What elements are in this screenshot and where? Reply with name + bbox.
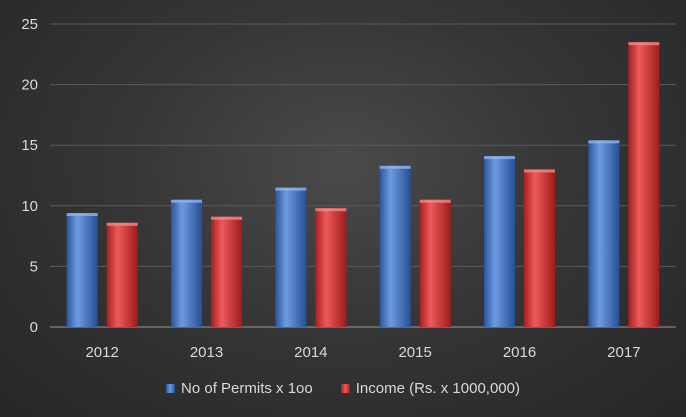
y-tick-label: 0 <box>30 319 38 336</box>
y-tick-label: 25 <box>21 16 38 33</box>
x-tick-label: 2012 <box>85 344 118 361</box>
y-axis-ticks: 0 5 10 15 20 25 <box>21 16 38 336</box>
bar-top-edge <box>524 169 555 173</box>
legend-swatch-permits <box>166 384 176 393</box>
bar-income-2014 <box>315 208 347 327</box>
bar-income-2015 <box>419 199 451 327</box>
legend-label-permits: No of Permits x 1oo <box>181 380 313 397</box>
x-tick-label: 2017 <box>607 344 640 361</box>
bar-top-edge <box>379 165 411 169</box>
y-tick-label: 5 <box>30 258 38 275</box>
gridlines <box>50 23 676 328</box>
x-tick-label: 2016 <box>503 344 536 361</box>
legend-swatch-income <box>340 384 350 393</box>
bar-permits-2016 <box>484 156 515 327</box>
bar-top-edge <box>211 216 242 220</box>
bar-top-edge <box>588 140 620 144</box>
legend: No of Permits x 1oo Income (Rs. x 1000,0… <box>0 380 686 397</box>
y-tick-label: 10 <box>21 198 38 215</box>
bar-permits-2014 <box>275 187 307 327</box>
bar-permits-2012 <box>66 213 98 327</box>
bar-permits-2013 <box>171 199 202 327</box>
x-axis-ticks: 2012 2013 2014 2015 2016 2017 <box>85 344 640 361</box>
bar-income-2016 <box>524 169 555 327</box>
bar-top-edge <box>66 213 98 217</box>
bar-top-edge <box>275 187 307 191</box>
y-tick-label: 20 <box>21 77 38 94</box>
bar-permits-2015 <box>379 165 411 327</box>
bar-top-edge <box>484 156 515 160</box>
x-tick-label: 2015 <box>398 344 431 361</box>
bar-top-edge <box>106 222 138 226</box>
bars <box>66 42 660 328</box>
bar-income-2017 <box>628 42 660 328</box>
bar-top-edge <box>315 208 347 212</box>
bar-top-edge <box>419 199 451 203</box>
bar-top-edge <box>171 199 202 203</box>
legend-item-income: Income (Rs. x 1000,000) <box>340 380 520 397</box>
bar-income-2013 <box>211 216 242 327</box>
x-tick-label: 2014 <box>294 344 327 361</box>
legend-label-income: Income (Rs. x 1000,000) <box>355 380 520 397</box>
x-tick-label: 2013 <box>190 344 223 361</box>
y-tick-label: 15 <box>21 137 38 154</box>
bar-income-2012 <box>106 222 138 327</box>
bar-permits-2017 <box>588 140 620 327</box>
bar-top-edge <box>628 42 660 46</box>
legend-item-permits: No of Permits x 1oo <box>166 380 313 397</box>
